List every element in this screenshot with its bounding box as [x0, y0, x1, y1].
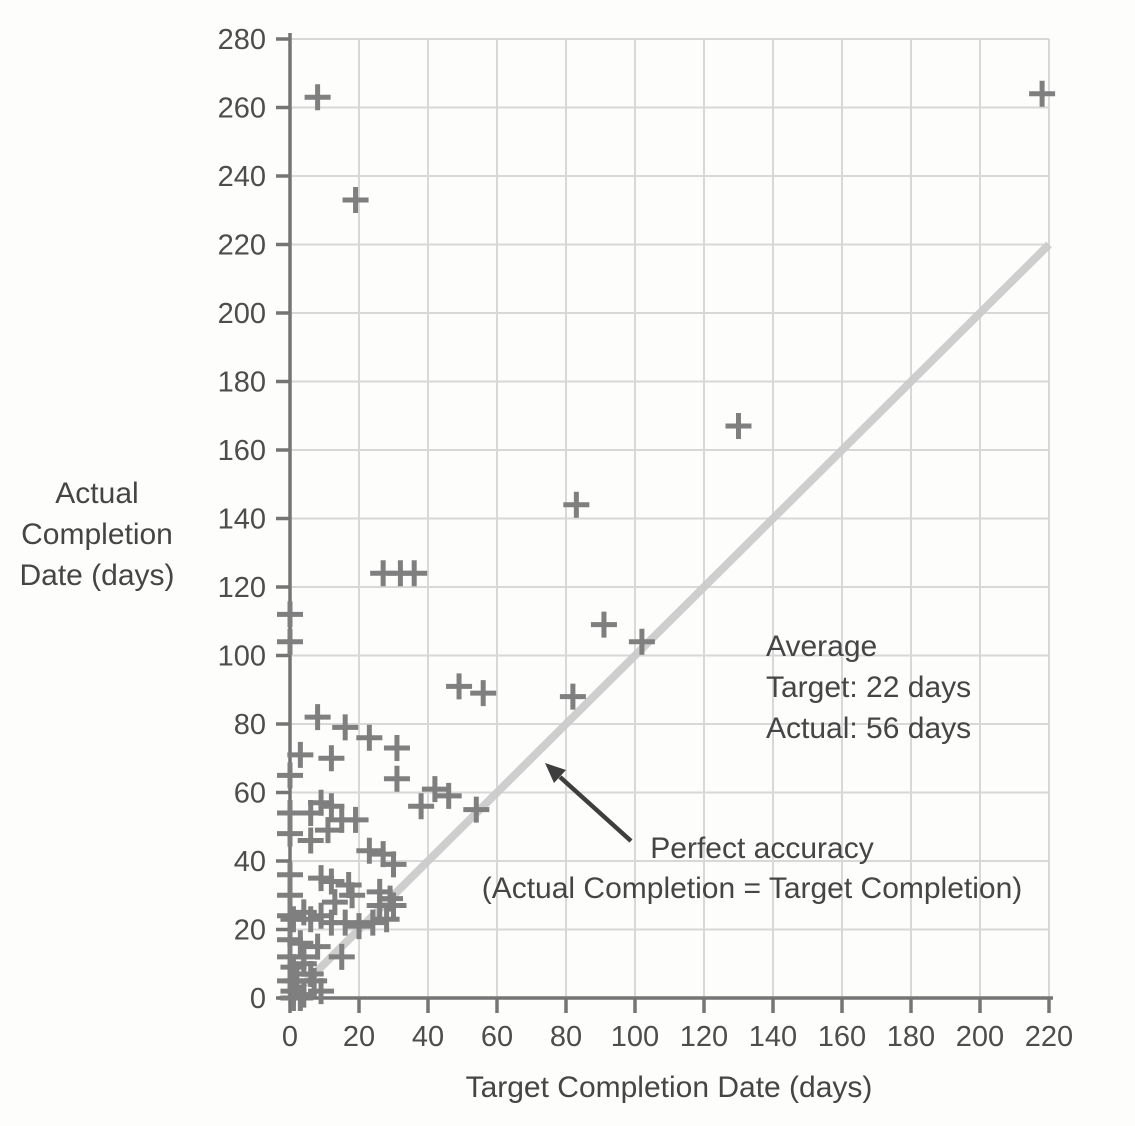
data-point-marker [277, 601, 303, 628]
data-point-marker [421, 776, 448, 803]
y-axis-tick-label: 0 [250, 983, 266, 1015]
y-axis-title-line: Completion [21, 518, 173, 551]
data-point-marker [373, 906, 400, 933]
data-point-marker [342, 806, 369, 833]
annotation-arrow-shaft [558, 775, 633, 843]
data-point-marker [318, 745, 345, 772]
y-axis-tick-label: 80 [234, 709, 266, 741]
data-point-marker [277, 762, 303, 789]
data-point-marker [401, 560, 428, 587]
data-point-marker [277, 820, 303, 847]
x-axis-tick-label: 140 [749, 1021, 797, 1053]
data-point-marker [470, 680, 497, 707]
y-axis-title-line: Date (days) [19, 559, 174, 592]
data-point-marker [297, 906, 324, 933]
x-axis-tick-label: 60 [481, 1021, 513, 1053]
y-axis-tick-label: 220 [218, 230, 266, 262]
data-point-marker [628, 628, 655, 655]
data-point-marker [380, 851, 407, 878]
data-point-marker [339, 882, 366, 909]
y-axis-title-line: Actual [55, 477, 138, 510]
y-axis-tick-label: 140 [218, 504, 266, 536]
perfect-accuracy-label-line1: Perfect accuracy [650, 832, 873, 865]
data-point-marker [277, 628, 303, 655]
x-axis-tick-label: 100 [611, 1021, 659, 1053]
data-point-marker [359, 909, 386, 936]
data-point-marker [346, 913, 372, 940]
average-annotation-line: Average [766, 630, 877, 663]
x-axis-tick-label: 40 [412, 1021, 444, 1053]
y-axis-tick-label: 100 [218, 641, 266, 673]
x-axis-tick-label: 180 [887, 1021, 935, 1053]
data-point-marker [321, 889, 348, 916]
data-point-marker [590, 611, 617, 638]
y-axis-tick-label: 180 [218, 367, 266, 399]
data-point-marker [332, 714, 359, 741]
y-axis-tick-label: 240 [218, 161, 266, 193]
data-point-marker [383, 734, 410, 761]
average-annotation-line: Target: 22 days [766, 671, 971, 704]
data-point-marker [356, 724, 383, 751]
data-point-marker [328, 943, 355, 970]
data-point-marker [559, 683, 586, 710]
data-point-marker [332, 909, 359, 936]
x-axis-tick-label: 20 [343, 1021, 375, 1053]
data-point-marker [304, 704, 331, 731]
average-annotation-line: Actual: 56 days [766, 712, 971, 745]
y-axis-tick-label: 60 [234, 778, 266, 810]
x-axis-tick-label: 80 [550, 1021, 582, 1053]
annotation-arrow-head [545, 763, 566, 783]
data-point-marker [318, 868, 345, 895]
y-axis-tick-label: 280 [218, 24, 266, 56]
y-axis-tick-label: 40 [234, 846, 266, 878]
data-point-marker [297, 827, 324, 854]
data-point-marker [563, 491, 590, 518]
data-point-marker [463, 796, 490, 823]
data-point-marker [308, 978, 335, 1005]
data-point-marker [446, 673, 473, 700]
data-point-marker [356, 837, 383, 864]
perfect-accuracy-line [287, 241, 1052, 1001]
y-axis-tick-label: 160 [218, 435, 266, 467]
x-axis-title: Target Completion Date (days) [466, 1071, 873, 1104]
x-axis-tick-label: 160 [818, 1021, 866, 1053]
perfect-accuracy-label-line2: (Actual Completion = Target Completion) [482, 872, 1023, 905]
x-axis-tick-label: 120 [680, 1021, 728, 1053]
data-point-marker [304, 933, 331, 960]
data-point-marker [287, 930, 314, 957]
data-point-marker [277, 902, 303, 929]
x-axis-tick-label: 200 [956, 1021, 1004, 1053]
x-axis-tick-label: 220 [1025, 1021, 1073, 1053]
x-axis-tick-label: 0 [282, 1021, 298, 1053]
data-point-marker [380, 892, 407, 919]
y-axis-tick-label: 20 [234, 915, 266, 947]
data-point-marker [318, 793, 345, 820]
data-point-marker [314, 817, 341, 844]
y-axis-tick-label: 260 [218, 93, 266, 125]
data-point-marker [1029, 80, 1056, 107]
data-point-marker [342, 186, 369, 213]
data-point-marker [304, 84, 331, 111]
data-point-marker [287, 985, 314, 1011]
data-point-marker [435, 782, 462, 809]
y-axis-tick-label: 200 [218, 298, 266, 330]
data-point-marker [725, 413, 752, 440]
data-point-marker [287, 741, 314, 768]
data-point-marker [408, 793, 435, 820]
data-point-marker [280, 954, 307, 981]
y-axis-tick-label: 120 [218, 572, 266, 604]
data-point-marker [383, 765, 410, 792]
